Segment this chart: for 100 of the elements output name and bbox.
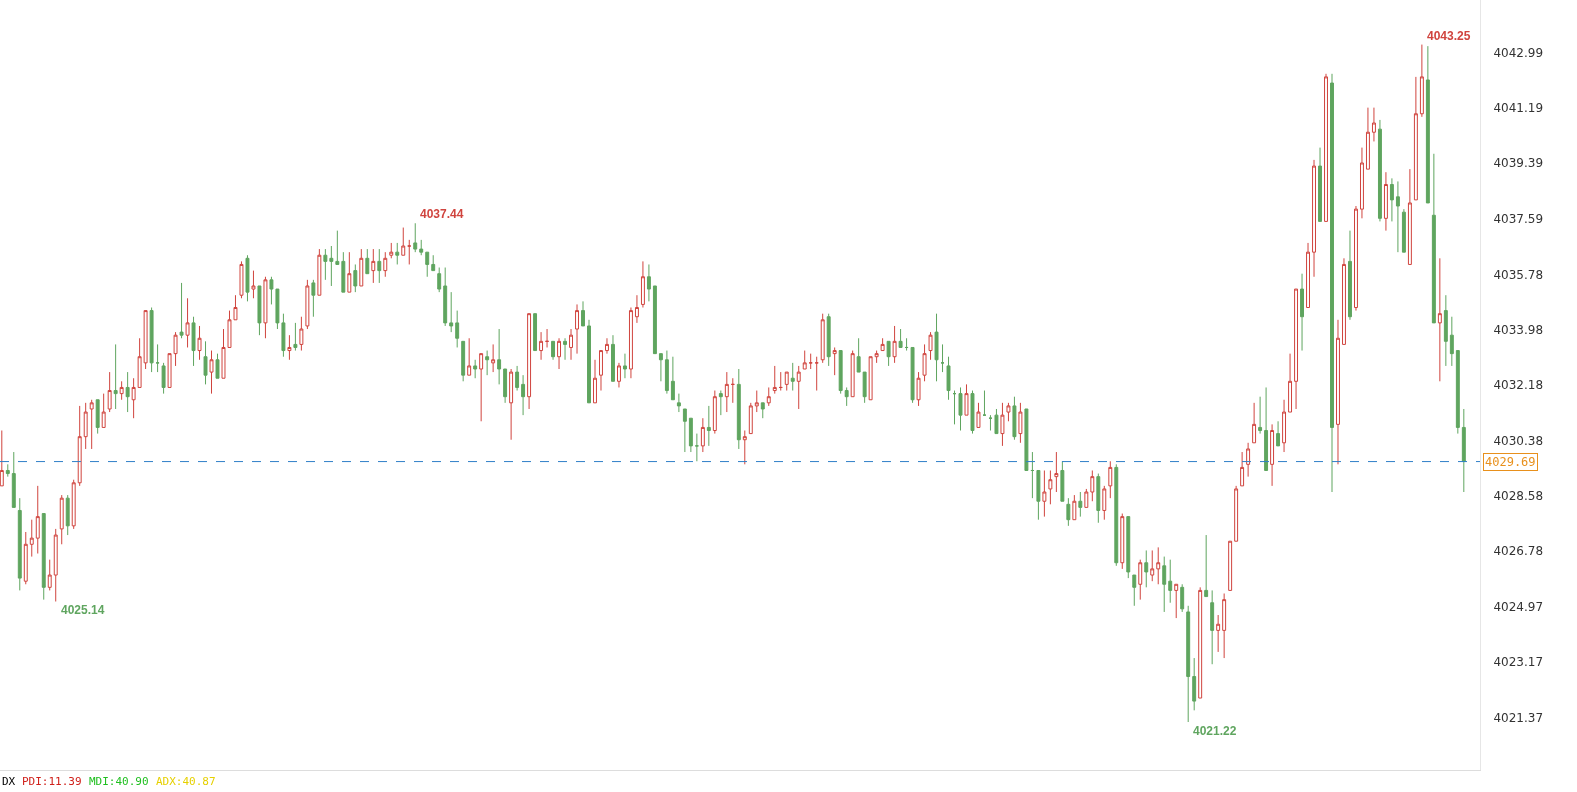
candlestick <box>1162 556 1167 613</box>
candlestick <box>485 350 490 376</box>
candlestick <box>83 402 88 450</box>
candlestick <box>161 362 166 395</box>
candlestick <box>718 390 723 416</box>
candlestick <box>1443 294 1448 367</box>
candlestick <box>622 353 627 379</box>
text: PDI:11.39 <box>22 775 82 788</box>
candlestick <box>371 248 376 284</box>
candlestick <box>784 371 789 392</box>
candlestick <box>1336 319 1340 465</box>
candlestick <box>155 343 160 373</box>
candlestick <box>1096 473 1101 524</box>
candlestick <box>1437 257 1442 382</box>
candlestick <box>1078 491 1083 518</box>
candlestick <box>754 390 759 413</box>
candlestick <box>605 337 609 355</box>
candlestick <box>35 485 40 555</box>
candlestick <box>545 328 550 348</box>
y-tick-label: 4030.38 <box>1493 433 1544 448</box>
candlestick <box>215 353 220 379</box>
candlestick <box>149 307 154 373</box>
candlestick <box>760 402 765 419</box>
candlestick <box>982 390 987 416</box>
candlestick <box>1210 589 1215 665</box>
candlestick <box>946 356 951 401</box>
candlestick <box>1234 485 1239 542</box>
candlestick <box>1264 386 1269 471</box>
candlestick <box>868 356 873 401</box>
candlestick <box>1413 76 1418 201</box>
candlestick <box>1401 208 1406 253</box>
candlestick <box>1108 460 1113 499</box>
candlestick <box>389 242 394 259</box>
candlestick <box>515 365 520 392</box>
candlestick <box>479 353 484 422</box>
candlestick <box>1036 469 1041 521</box>
candlestick <box>263 276 268 339</box>
candlestick <box>1138 559 1143 601</box>
candlestick <box>581 300 585 327</box>
candlestick <box>1324 73 1328 222</box>
candlestick <box>832 346 837 376</box>
candlestick <box>191 316 196 367</box>
candlestick <box>245 254 250 302</box>
candlestick <box>587 319 591 404</box>
candlestick <box>838 350 843 395</box>
candlestick <box>11 451 16 508</box>
candlestick <box>125 371 130 413</box>
candlestick <box>1060 460 1065 502</box>
candlestick <box>59 494 64 545</box>
candlestick <box>77 405 82 487</box>
candlestick <box>964 383 969 416</box>
candlestick <box>1419 44 1424 118</box>
candlestick <box>1389 177 1394 222</box>
candlestick <box>892 325 897 364</box>
y-tick-label: 4023.17 <box>1493 655 1544 670</box>
candlestick <box>5 463 10 478</box>
candlestick <box>305 279 310 330</box>
candlestick <box>533 313 538 352</box>
candlestick <box>976 402 981 428</box>
candlestick <box>47 559 52 591</box>
candlestick <box>599 350 603 392</box>
y-tick-label: 4021.37 <box>1493 710 1544 725</box>
candlestick <box>1306 242 1310 309</box>
candlestick <box>1054 451 1059 493</box>
candlestick <box>1431 153 1436 324</box>
candlestick <box>880 337 885 352</box>
candlestick <box>1330 73 1334 493</box>
candlestick <box>401 227 406 256</box>
candlestick <box>814 356 819 392</box>
candlestick <box>676 393 681 413</box>
candlestick <box>1018 402 1023 444</box>
candlestick <box>1090 469 1095 502</box>
candlestick <box>341 251 346 293</box>
candlestick <box>311 279 316 318</box>
candlestick <box>299 316 304 352</box>
candlestick <box>17 497 22 591</box>
text: ADX:40.87 <box>156 775 216 788</box>
annotation: 4037.44 <box>420 207 464 221</box>
candlestick <box>71 479 76 530</box>
candlestick <box>1383 171 1388 232</box>
candlestick <box>461 340 466 382</box>
candlestick <box>95 399 100 435</box>
candlestick <box>1449 316 1454 367</box>
candlestick <box>682 408 687 453</box>
candlestick <box>1222 592 1227 659</box>
candlestick <box>107 371 112 413</box>
candlestick <box>617 362 621 388</box>
candlestick <box>1246 442 1251 478</box>
candlestick <box>395 242 400 265</box>
candlestick <box>179 282 184 339</box>
candlestick <box>898 328 903 348</box>
candlestick <box>1114 463 1119 567</box>
candlestick <box>910 346 915 404</box>
candlestick <box>916 371 921 407</box>
candlestick <box>23 531 28 585</box>
candlestick <box>29 519 34 558</box>
candlestick <box>407 239 412 265</box>
candlestick <box>1461 408 1466 493</box>
candlestick <box>1407 168 1412 265</box>
candlestick <box>844 386 849 407</box>
